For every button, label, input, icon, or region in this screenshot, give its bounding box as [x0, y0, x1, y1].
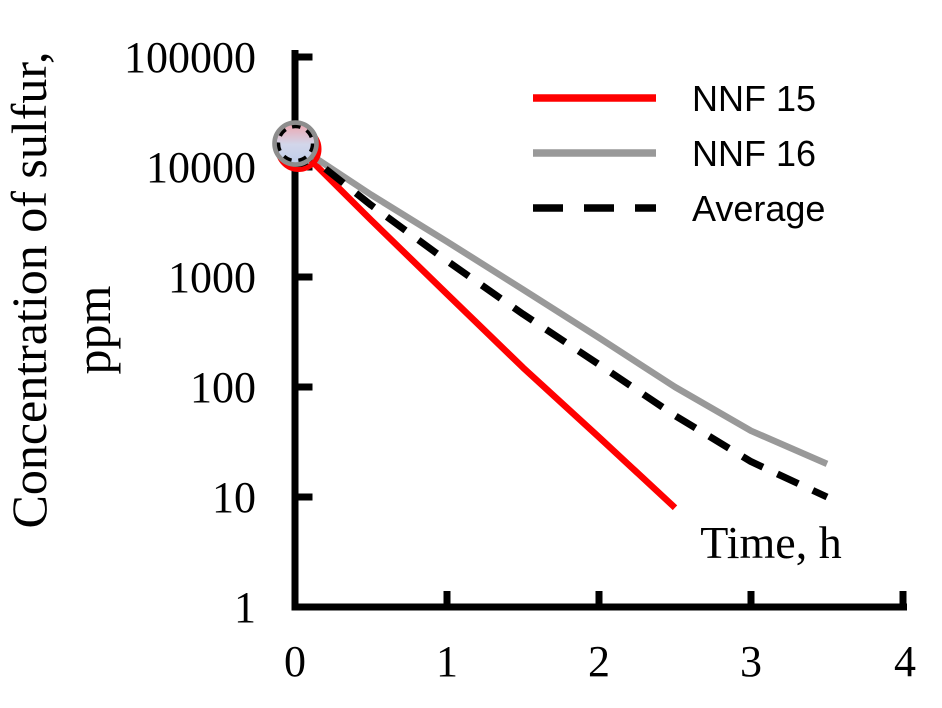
y-axis-title-line1: Concentration of sulfur, — [1, 51, 57, 528]
y-tick-label-100000: 100000 — [124, 33, 256, 82]
y-tick-label-1000: 1000 — [168, 253, 256, 302]
series-line-nnf-15 — [292, 142, 678, 511]
x-tick-label-3: 3 — [740, 637, 762, 686]
y-tick-label-10000: 10000 — [146, 143, 256, 192]
start-point-marker — [272, 120, 322, 173]
x-axis-ticks: 0 1 2 3 4 — [284, 591, 916, 686]
legend-label-nnf-16: NNF 16 — [692, 133, 816, 174]
legend-label-nnf-15: NNF 15 — [692, 78, 816, 119]
y-axis-title-line2-wrap: ppm — [65, 285, 121, 374]
data-series-lines — [292, 141, 829, 511]
y-tick-label-1: 1 — [234, 583, 256, 632]
y-tick-label-10: 10 — [212, 473, 256, 522]
x-tick-label-0: 0 — [284, 637, 306, 686]
x-axis-title: Time, h — [700, 517, 841, 568]
series-line-nnf-16 — [293, 141, 829, 467]
legend-label-average: Average — [692, 188, 825, 229]
x-tick-label-4: 4 — [894, 637, 916, 686]
marker-dashed-ring — [276, 124, 315, 163]
marker-gray-ring — [272, 120, 319, 167]
x-tick-label-2: 2 — [588, 637, 610, 686]
x-tick-label-1: 1 — [436, 637, 458, 686]
y-axis-title-line1-wrap: Concentration of sulfur, — [1, 51, 57, 528]
y-axis-title-line2: ppm — [65, 285, 121, 374]
legend: NNF 15 NNF 16 Average — [533, 78, 825, 229]
y-tick-label-100: 100 — [190, 363, 256, 412]
series-line-average — [292, 141, 829, 501]
y-axis-ticks: 1 10 100 1000 10000 100000 — [124, 33, 313, 632]
